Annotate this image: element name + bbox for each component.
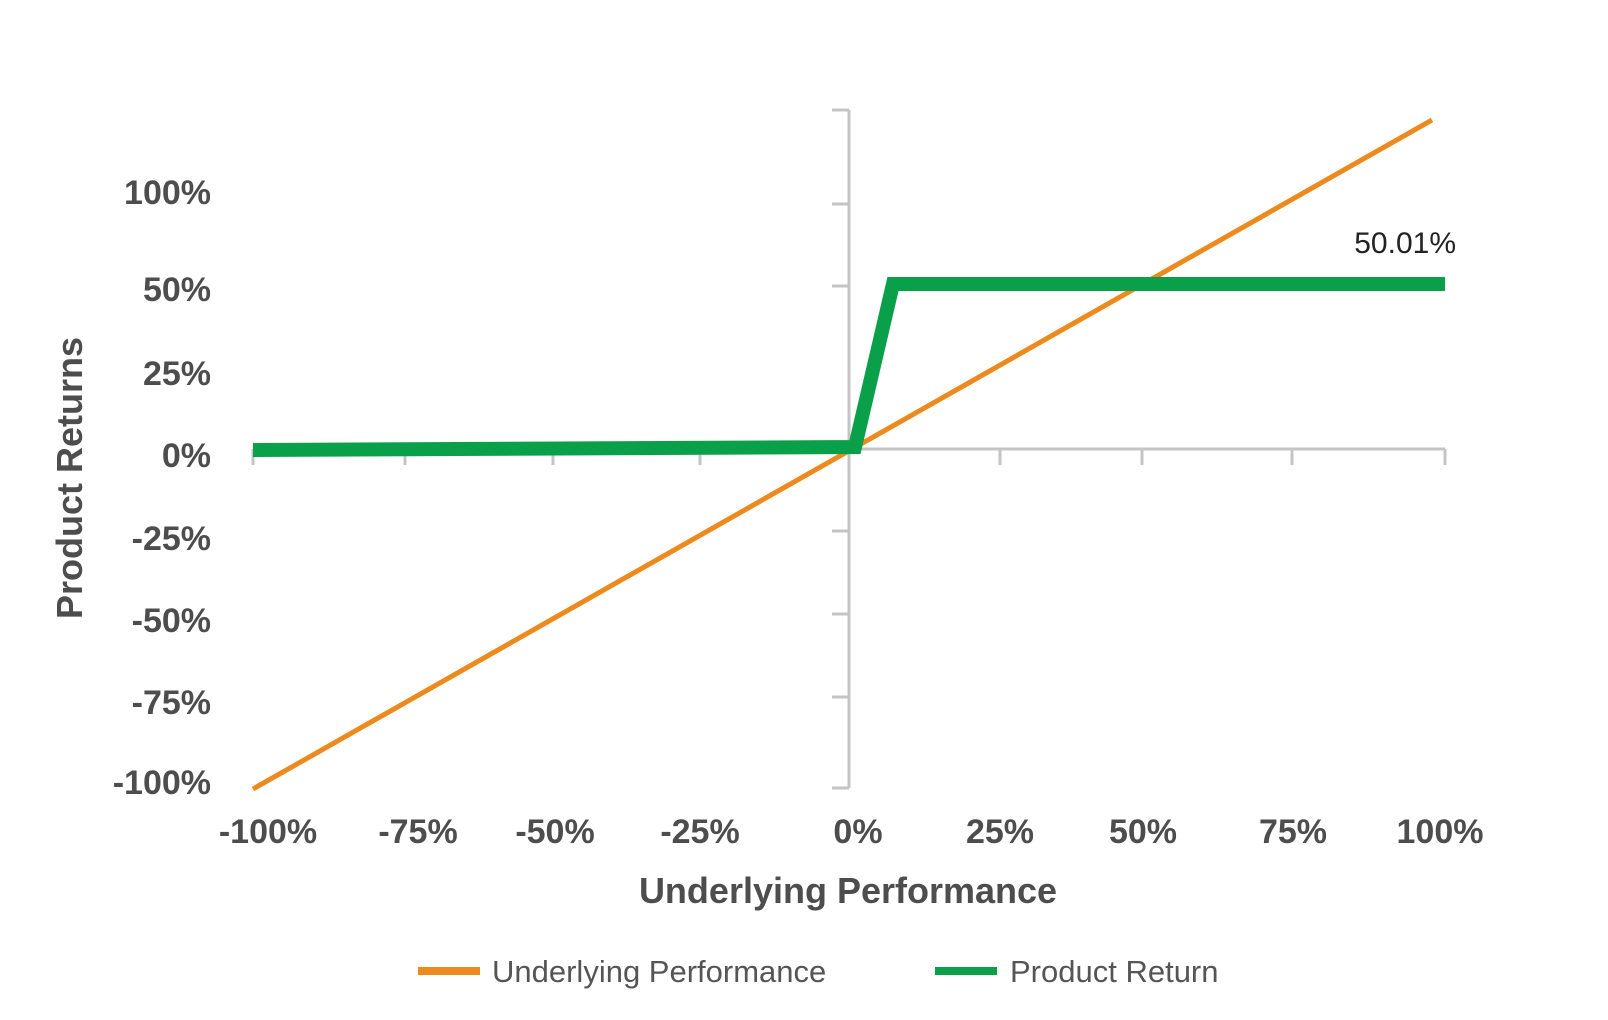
legend-swatch-product-return	[935, 967, 997, 975]
y-tick-label: -75%	[132, 684, 211, 722]
x-tick-label: -100%	[219, 813, 317, 851]
y-tick-label: -50%	[132, 602, 211, 640]
x-axis-title: Underlying Performance	[639, 870, 1057, 911]
tick-labels: -100% -75% -50% -25% 0% 25% 50% 75% 100% 100% 50% 2…	[113, 174, 1484, 851]
y-tick-label: -25%	[132, 520, 211, 558]
x-tick-label: -50%	[515, 813, 594, 851]
legend-label-underlying-performance: Underlying Performance	[492, 954, 826, 989]
x-tick-label: 50%	[1109, 813, 1177, 851]
series-line-product-return	[252, 277, 1445, 457]
y-axis-title: Product Returns	[49, 337, 90, 619]
legend-label-product-return: Product Return	[1010, 954, 1219, 989]
x-tick-label: 75%	[1259, 813, 1327, 851]
x-tick-label: 100%	[1397, 813, 1484, 851]
legend: Underlying Performance Product Return	[418, 954, 1219, 989]
x-tick-label: 0%	[833, 813, 882, 851]
series-line-underlying-performance	[251, 117, 1434, 792]
legend-swatch-underlying-performance	[418, 967, 480, 975]
y-tick-label: -100%	[113, 764, 211, 802]
y-tick-label: 100%	[124, 174, 211, 212]
cap-annotation: 50.01%	[1354, 227, 1456, 260]
y-tick-label: 25%	[143, 355, 211, 393]
x-tick-label: 25%	[966, 813, 1034, 851]
x-tick-label: -25%	[660, 813, 739, 851]
y-tick-label: 50%	[143, 271, 211, 309]
y-tick-label: 0%	[162, 437, 211, 475]
x-tick-label: -75%	[378, 813, 457, 851]
series-lines	[251, 117, 1445, 792]
